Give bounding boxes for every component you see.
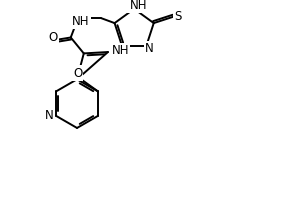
Text: NH: NH <box>72 15 90 28</box>
Text: NH: NH <box>130 0 148 12</box>
Text: O: O <box>49 31 58 44</box>
Text: NH: NH <box>111 44 129 57</box>
Text: O: O <box>73 67 82 80</box>
Text: S: S <box>174 10 182 23</box>
Text: N: N <box>145 42 153 55</box>
Text: N: N <box>45 109 54 122</box>
